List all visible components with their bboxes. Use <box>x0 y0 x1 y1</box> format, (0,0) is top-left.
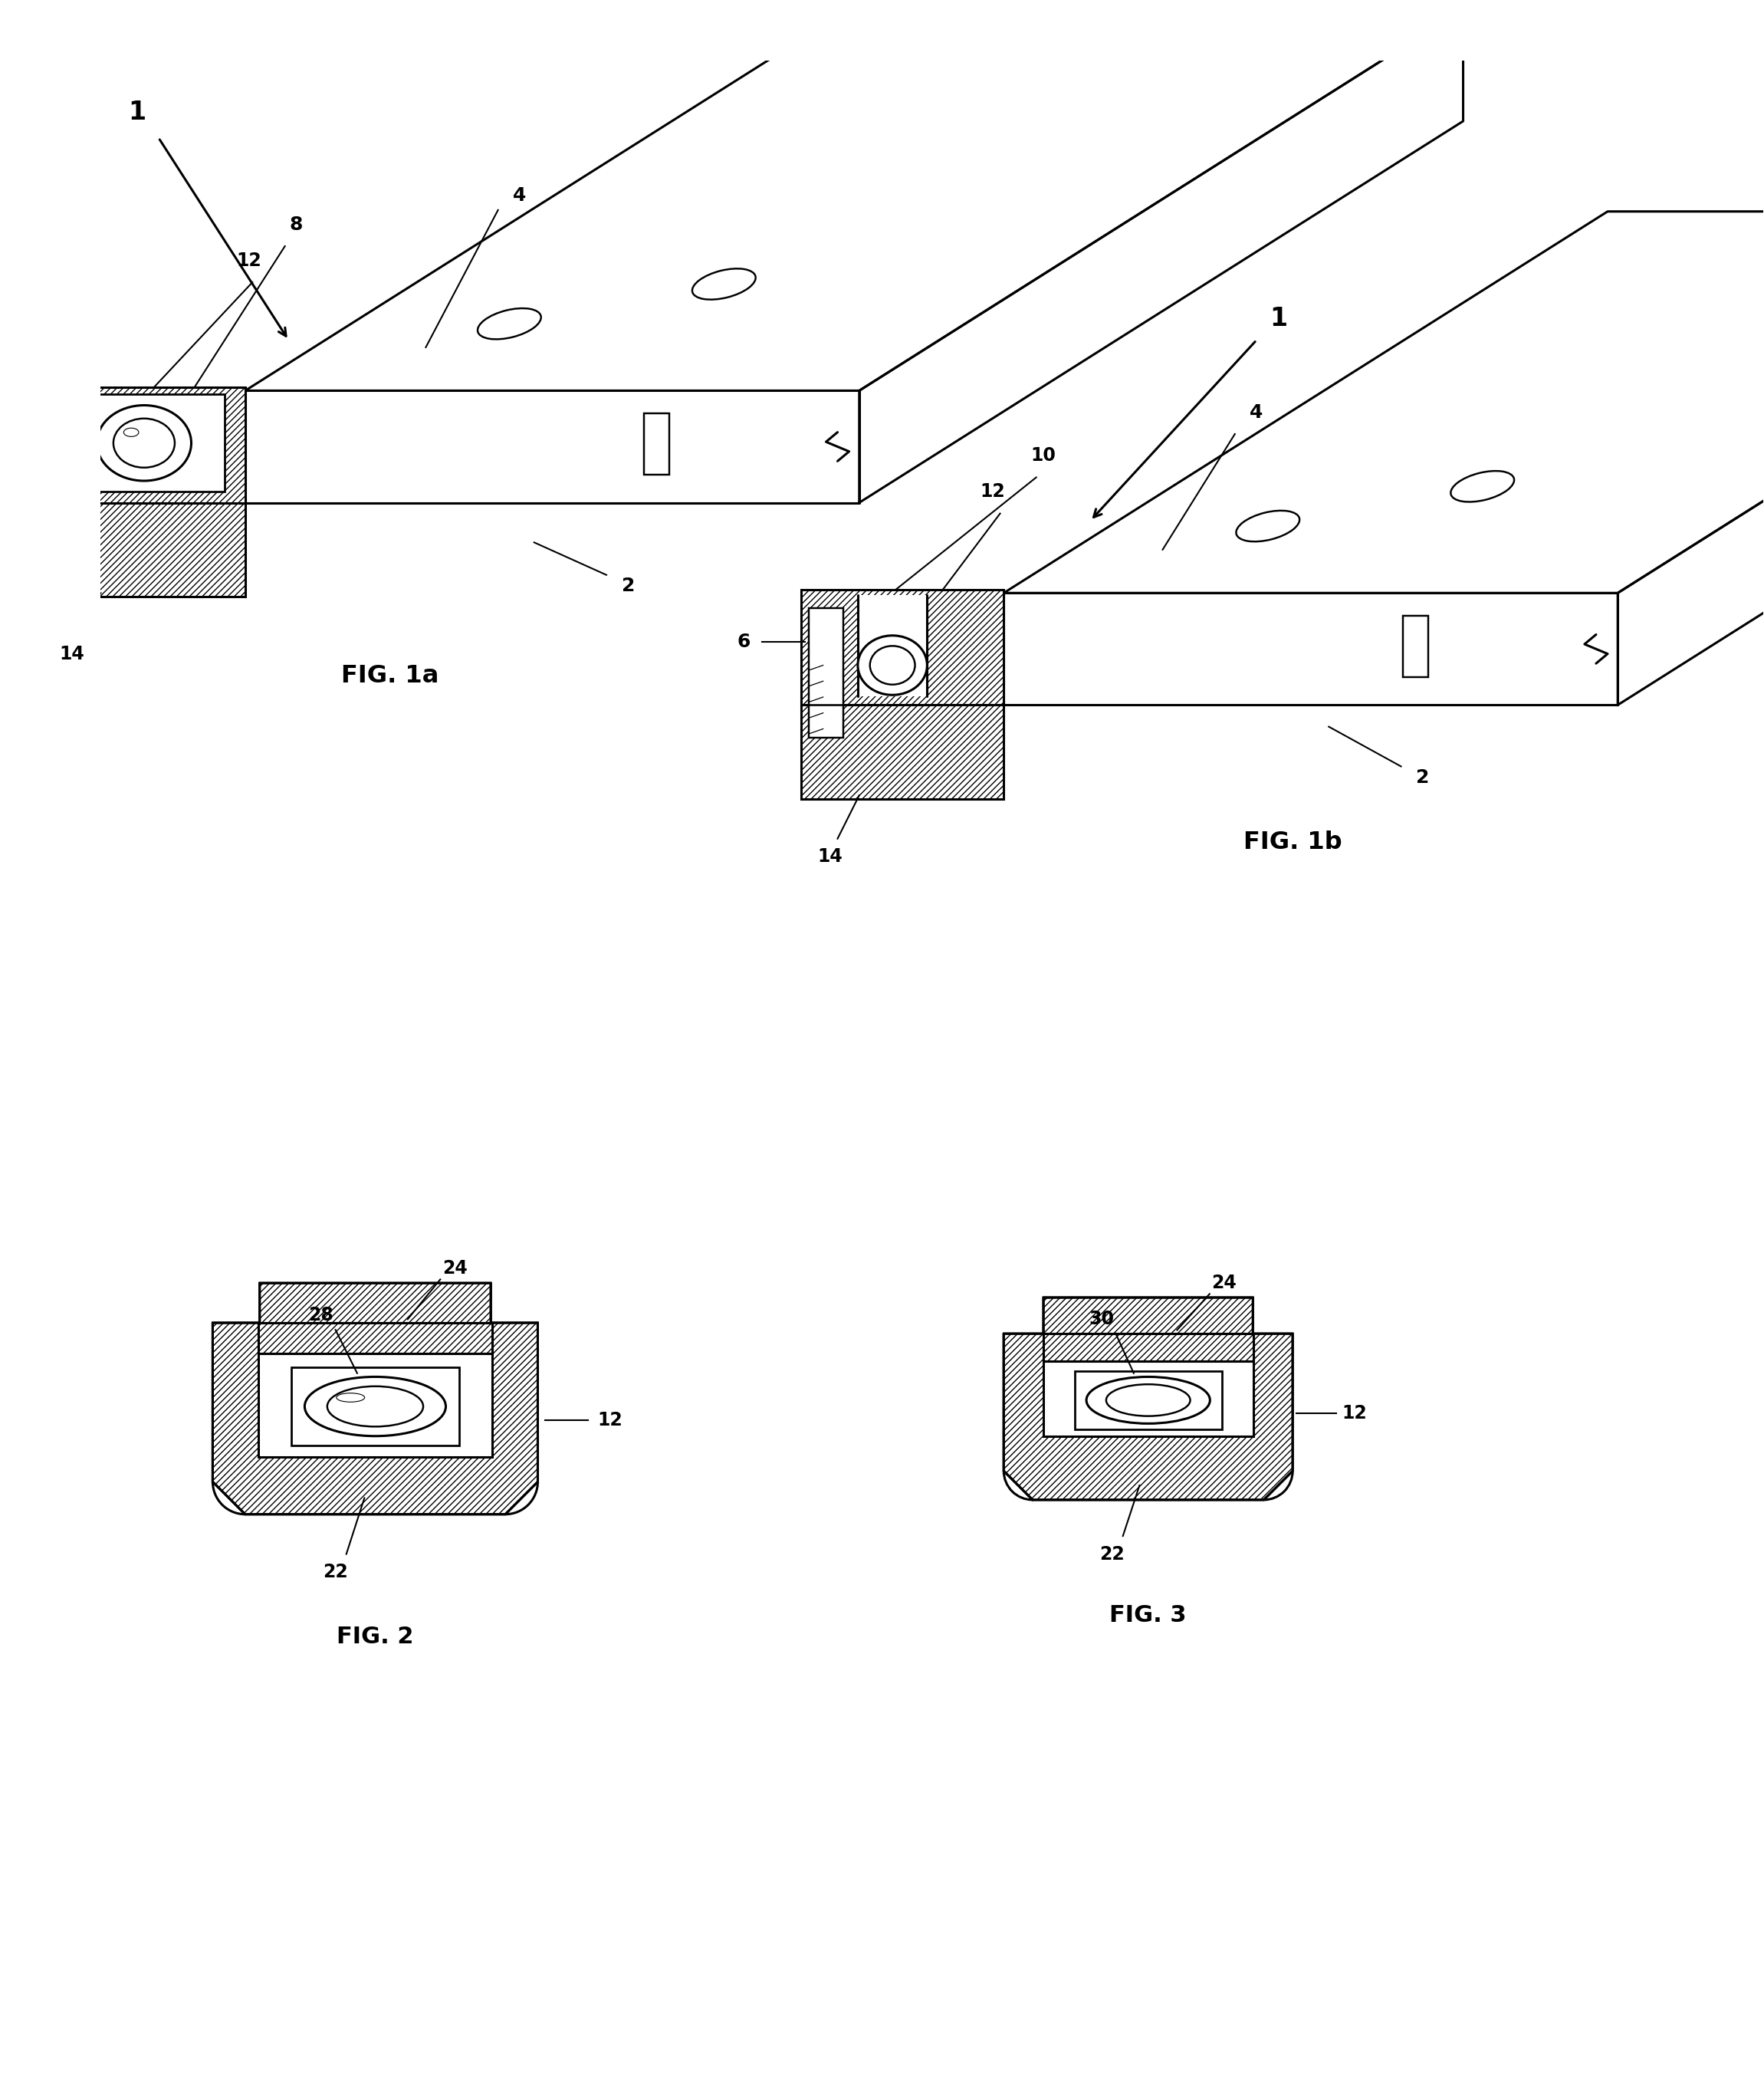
Text: 10: 10 <box>1030 446 1057 465</box>
Text: 1: 1 <box>1270 306 1288 331</box>
Bar <box>1043 1335 1252 1435</box>
Polygon shape <box>1004 212 1764 593</box>
Polygon shape <box>213 1282 538 1515</box>
Bar <box>49 404 83 538</box>
Polygon shape <box>245 8 1462 390</box>
Bar <box>496 1347 538 1481</box>
Ellipse shape <box>478 308 542 339</box>
Ellipse shape <box>691 268 755 300</box>
Text: FIG. 3: FIG. 3 <box>1110 1605 1187 1626</box>
Text: 2: 2 <box>1416 769 1429 786</box>
Polygon shape <box>1004 1297 1293 1500</box>
Text: 12: 12 <box>236 251 261 270</box>
Text: 22: 22 <box>323 1563 348 1582</box>
Text: 22: 22 <box>1099 1544 1125 1563</box>
Polygon shape <box>1618 212 1764 706</box>
Bar <box>42 499 245 597</box>
Ellipse shape <box>1106 1385 1191 1416</box>
Ellipse shape <box>97 404 191 482</box>
Ellipse shape <box>1450 471 1514 503</box>
Ellipse shape <box>113 419 175 467</box>
Text: 14: 14 <box>818 848 843 865</box>
Text: 12: 12 <box>1341 1404 1367 1423</box>
Bar <box>801 589 1004 706</box>
Text: 24: 24 <box>443 1259 467 1278</box>
Text: FIG. 1b: FIG. 1b <box>1244 830 1342 855</box>
Text: FIG. 2: FIG. 2 <box>337 1626 415 1649</box>
Bar <box>1402 616 1429 677</box>
Text: 1: 1 <box>129 101 146 126</box>
Text: 6: 6 <box>737 633 750 652</box>
Bar <box>801 702 1004 798</box>
Bar <box>213 1347 256 1481</box>
Ellipse shape <box>857 635 928 696</box>
Ellipse shape <box>1087 1376 1210 1423</box>
Ellipse shape <box>328 1387 423 1427</box>
Bar <box>644 413 670 476</box>
Ellipse shape <box>870 645 916 685</box>
Bar <box>259 1322 492 1353</box>
Text: 2: 2 <box>621 576 635 595</box>
Bar <box>259 1322 492 1458</box>
Text: 8: 8 <box>289 216 302 235</box>
Text: 30: 30 <box>1088 1309 1113 1328</box>
Polygon shape <box>245 390 859 503</box>
Bar <box>42 388 245 503</box>
Text: 12: 12 <box>598 1412 623 1429</box>
Text: 24: 24 <box>1212 1274 1237 1293</box>
Text: 4: 4 <box>513 186 526 205</box>
Text: 14: 14 <box>60 645 85 664</box>
Bar <box>213 1431 538 1481</box>
Bar <box>808 608 843 737</box>
Text: 28: 28 <box>309 1305 333 1324</box>
Bar <box>857 595 926 696</box>
Text: FIG. 1a: FIG. 1a <box>340 664 439 687</box>
Ellipse shape <box>123 427 139 436</box>
Text: 4: 4 <box>1251 402 1263 421</box>
Text: 12: 12 <box>981 482 1005 501</box>
Ellipse shape <box>337 1393 365 1402</box>
Bar <box>291 1368 459 1446</box>
Polygon shape <box>1004 593 1618 706</box>
Ellipse shape <box>305 1376 446 1435</box>
Polygon shape <box>859 8 1462 503</box>
Bar <box>64 394 226 492</box>
Bar <box>1074 1370 1222 1429</box>
Ellipse shape <box>1237 511 1300 543</box>
Bar <box>1043 1335 1252 1362</box>
